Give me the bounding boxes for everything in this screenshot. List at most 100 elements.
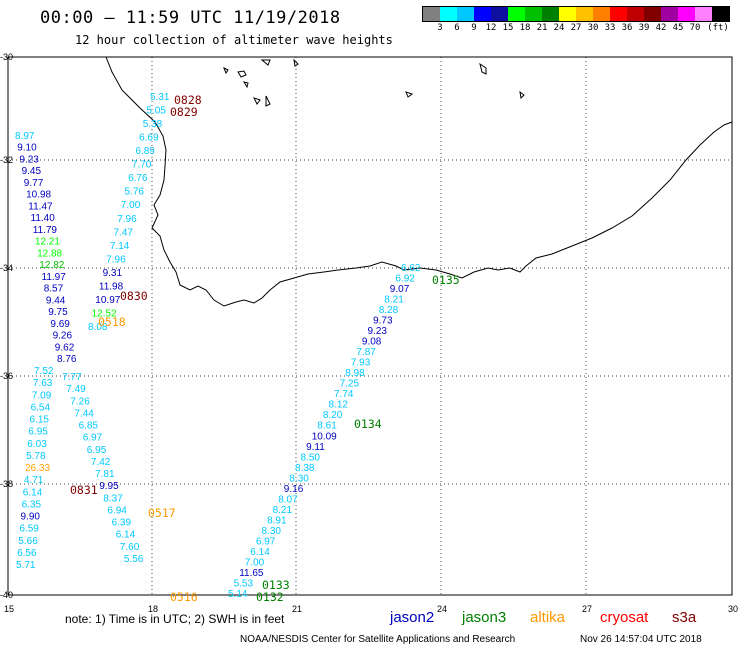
- lon-tick-label: 21: [292, 604, 302, 614]
- wave-height-label: 9.95: [99, 481, 119, 492]
- wave-height-label: 4.71: [24, 475, 44, 486]
- color-scale-label: 24: [553, 23, 565, 33]
- wave-height-label: 26.33: [25, 463, 50, 474]
- wave-height-label: 12.52: [92, 309, 117, 320]
- page-title: 00:00 – 11:59 UTC 11/19/2018: [40, 8, 341, 28]
- pass-time-label: 0517: [148, 506, 176, 520]
- color-scale-label: 12: [485, 23, 497, 33]
- color-scale-label: 6: [454, 23, 460, 33]
- wave-height-label: 7.14: [110, 241, 130, 252]
- wave-height-label: 8.07: [278, 494, 298, 505]
- wave-height-label: 6.97: [256, 536, 276, 547]
- wave-height-label: 7.25: [340, 379, 360, 390]
- wave-height-label: 9.75: [48, 307, 68, 318]
- lat-tick-label: -30: [0, 52, 13, 62]
- lon-tick-label: 30: [728, 604, 738, 614]
- footer-timestamp: Nov 26 14:57:04 UTC 2018: [580, 634, 702, 645]
- wave-height-label: 6.85: [79, 421, 99, 432]
- color-scale-swatch: [712, 7, 729, 21]
- wave-height-label: 8.30: [289, 473, 309, 484]
- legend-item-altika: altika: [530, 609, 566, 626]
- wave-height-label: 9.45: [22, 166, 42, 177]
- lat-tick-label: -36: [0, 371, 13, 381]
- wave-height-label: 6.14: [23, 487, 43, 498]
- color-scale-label: 27: [570, 23, 582, 33]
- wave-height-label: 7.60: [120, 542, 140, 553]
- wave-height-label: 6.39: [112, 518, 132, 529]
- wave-height-label: 11.40: [31, 213, 56, 224]
- wave-height-label: 7.00: [121, 200, 141, 211]
- wave-height-label: 9.77: [24, 178, 44, 189]
- color-scale-swatch: [474, 7, 491, 21]
- wave-height-label: 5.53: [234, 579, 254, 590]
- wave-height-label: 6.62: [401, 263, 421, 274]
- color-scale-label: 45: [672, 23, 684, 33]
- wave-height-label: 5.31: [150, 92, 170, 103]
- color-scale-swatch: [627, 7, 644, 21]
- wave-height-label: 5.14: [228, 589, 248, 600]
- altimeter-tracks: 5.31 5.05 5.38 6.69 6.89 7.70 6.76 5.76 7.00 7.96…: [15, 92, 421, 600]
- wave-height-label: 5.56: [124, 554, 144, 565]
- color-scale-label: 15: [502, 23, 514, 33]
- wave-height-label: 5.38: [143, 119, 163, 130]
- wave-height-label: 9.07: [390, 284, 410, 295]
- wave-height-label: 9.62: [55, 342, 75, 353]
- color-scale-label: 33: [604, 23, 616, 33]
- color-scale-swatch: [423, 7, 440, 21]
- wave-height-label: 11.98: [99, 281, 124, 292]
- pass-time-label: 0831: [70, 483, 98, 497]
- color-scale-swatch: [576, 7, 593, 21]
- wave-height-label: 10.09: [312, 431, 337, 442]
- wave-height-label: 8.20: [323, 410, 343, 421]
- color-scale-label: 39: [638, 23, 650, 33]
- wave-height-label: 5.76: [125, 187, 145, 198]
- wave-height-label: 7.49: [66, 384, 86, 395]
- color-scale-swatch: [661, 7, 678, 21]
- legend-item-s3a: s3a: [672, 609, 697, 626]
- wave-height-label: 12.82: [39, 260, 64, 271]
- wave-height-label: 6.59: [19, 524, 39, 535]
- coastline: [105, 56, 733, 307]
- color-scale-label: 70: [689, 23, 701, 33]
- pass-time-label: 0135: [432, 273, 460, 287]
- legend-item-jason3: jason3: [462, 609, 507, 626]
- wave-height-label: 7.96: [117, 214, 137, 225]
- wave-height-label: 9.23: [19, 155, 39, 166]
- color-scale-label: 18: [519, 23, 531, 33]
- pass-time-label: 0829: [170, 105, 198, 119]
- grid-lines: [8, 57, 732, 595]
- wave-height-label: 6.56: [17, 548, 37, 559]
- wave-height-label: 7.74: [334, 389, 354, 400]
- wave-height-label: 6.03: [27, 439, 47, 450]
- wave-height-label: 9.16: [284, 484, 304, 495]
- color-scale-label: 9: [471, 23, 477, 33]
- wave-height-label: 7.26: [70, 396, 90, 407]
- color-scale-label: 3: [437, 23, 443, 33]
- wave-height-label: 8.57: [44, 284, 64, 295]
- wave-height-label: 11.79: [33, 225, 58, 236]
- wave-height-label: 5.71: [16, 560, 36, 571]
- wave-height-label: 8.12: [329, 400, 349, 411]
- wave-height-label: 6.35: [22, 499, 42, 510]
- wave-height-label: 6.14: [116, 530, 136, 541]
- wave-height-label: 6.94: [107, 505, 127, 516]
- pass-time-label: 0830: [120, 289, 148, 303]
- pass-time-label: 0516: [170, 590, 198, 604]
- color-scale-swatch: [542, 7, 559, 21]
- legend-item-cryosat: cryosat: [600, 609, 649, 626]
- wave-height-label: 6.92: [395, 274, 415, 285]
- wave-height-label: 12.21: [35, 237, 60, 248]
- color-scale-swatch: [610, 7, 627, 21]
- color-scale-swatch: [491, 7, 508, 21]
- wave-height-label: 5.05: [146, 106, 166, 117]
- footer-credit: NOAA/NESDIS Center for Satellite Applica…: [240, 634, 516, 645]
- wave-height-label: 5.78: [26, 451, 46, 462]
- wave-height-label: 7.42: [91, 457, 111, 468]
- wave-height-label: 9.31: [103, 268, 123, 279]
- wave-height-label: 8.91: [267, 515, 287, 526]
- lon-tick-label: 18: [148, 604, 158, 614]
- wave-height-label: 8.28: [379, 305, 399, 316]
- color-scale-swatch: [593, 7, 610, 21]
- wave-height-label: 10.97: [95, 295, 120, 306]
